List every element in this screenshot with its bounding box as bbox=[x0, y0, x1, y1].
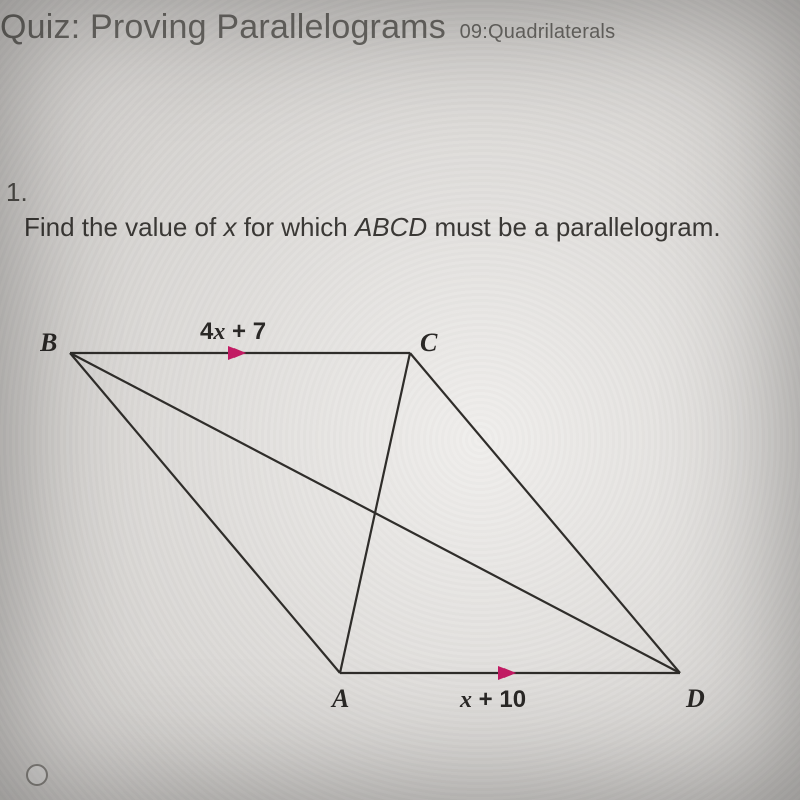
bc-op: + bbox=[225, 318, 252, 345]
edge-BA bbox=[70, 353, 340, 673]
radio-placeholder-icon[interactable] bbox=[26, 764, 48, 786]
question-block: 1. Find the value of x for which ABCD mu… bbox=[0, 177, 800, 243]
edge-label-BC: 4x + 7 bbox=[200, 318, 266, 345]
q-var: x bbox=[223, 212, 236, 242]
quiz-title-line: Quiz: Proving Parallelograms 09:Quadrila… bbox=[0, 8, 800, 47]
vertex-label-B: B bbox=[40, 328, 57, 357]
ad-op: + bbox=[472, 686, 499, 713]
q-prefix: Find the value of bbox=[24, 212, 223, 242]
question-text: Find the value of x for which ABCD must … bbox=[24, 212, 794, 243]
q-suffix: must be a parallelogram. bbox=[427, 212, 720, 242]
edge-CD bbox=[410, 353, 680, 673]
arrowhead-AD bbox=[498, 666, 516, 680]
q-mid: for which bbox=[236, 212, 355, 242]
vertex-label-C: C bbox=[420, 328, 438, 357]
page-header: Quiz: Proving Parallelograms 09:Quadrila… bbox=[0, 0, 800, 47]
vertex-label-D: D bbox=[685, 684, 705, 713]
quiz-title: Proving Parallelograms bbox=[90, 8, 446, 46]
question-number: 1. bbox=[6, 177, 794, 208]
edges bbox=[70, 353, 680, 673]
parallelogram-figure: B C A D 4x + 7 x + 10 bbox=[40, 293, 740, 733]
ad-k: 10 bbox=[499, 686, 526, 713]
figure-container: B C A D 4x + 7 x + 10 bbox=[40, 293, 740, 733]
bc-k: 7 bbox=[253, 318, 266, 345]
vertex-label-A: A bbox=[330, 684, 349, 713]
ad-x: x bbox=[459, 687, 472, 713]
unit-label: 09:Quadrilaterals bbox=[460, 21, 616, 43]
bc-x: x bbox=[212, 319, 225, 345]
quiz-label: Quiz: bbox=[0, 8, 80, 46]
diagonal-CA bbox=[340, 353, 410, 673]
arrowhead-BC bbox=[228, 346, 246, 360]
q-shape: ABCD bbox=[355, 212, 427, 242]
edge-label-AD: x + 10 bbox=[459, 686, 526, 713]
worksheet-page: Quiz: Proving Parallelograms 09:Quadrila… bbox=[0, 0, 800, 800]
bc-coef: 4 bbox=[200, 318, 214, 345]
